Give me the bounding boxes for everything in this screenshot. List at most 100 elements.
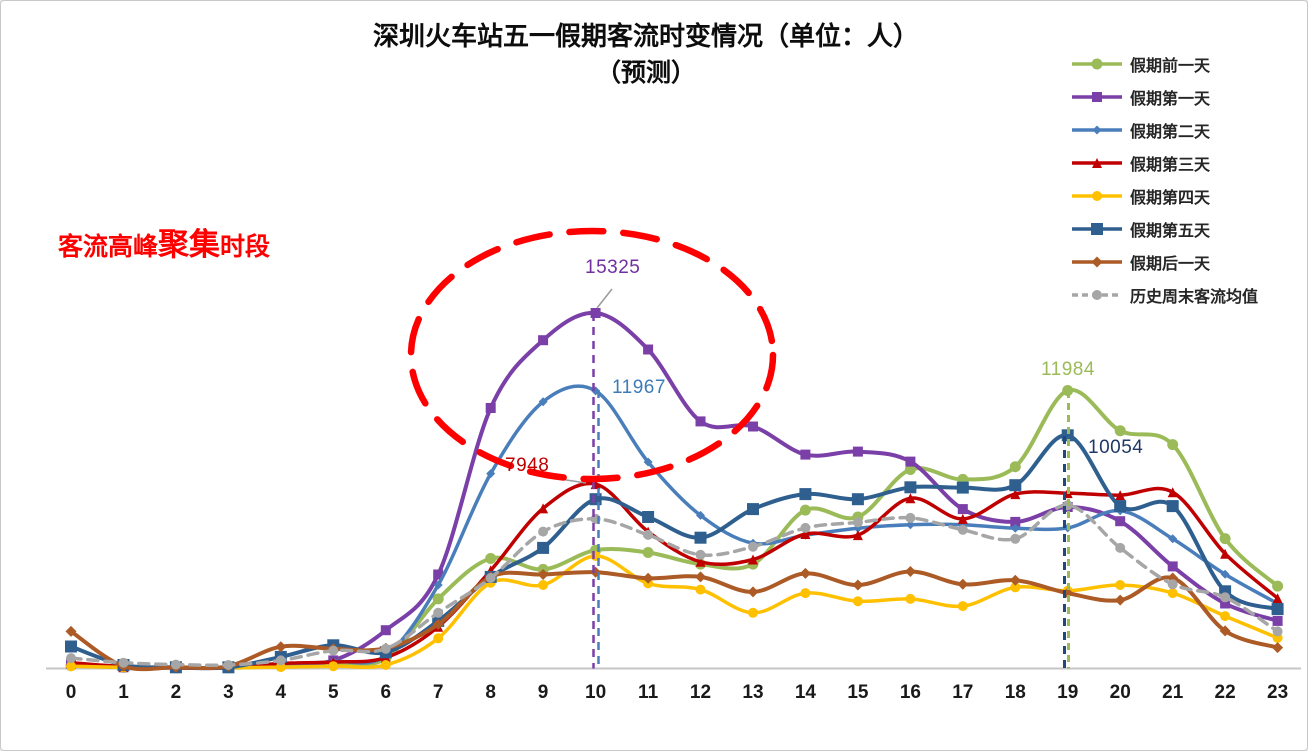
series-4-marker-h13	[748, 607, 758, 618]
data-label-15325: 15325	[585, 257, 641, 278]
series-6-marker-h18	[1009, 574, 1021, 586]
series-5-marker-h20	[1114, 500, 1127, 513]
x-tick-label-15: 15	[847, 682, 869, 703]
chart-title-line2: （预测）	[595, 59, 696, 87]
series-7-marker-h17	[957, 524, 968, 535]
series-line-2	[69, 384, 1280, 670]
series-6-marker-h16	[904, 566, 916, 577]
series-6-marker-h4	[275, 641, 287, 653]
legend-marker-0	[1091, 58, 1103, 69]
series-6-marker-h15	[852, 579, 864, 591]
legend-swatch-icon-0	[1072, 58, 1122, 69]
series-3-marker-h22	[1220, 548, 1231, 559]
legend-marker-3	[1092, 157, 1102, 168]
series-2-marker-h7	[433, 580, 443, 590]
series-7-marker-h7	[433, 607, 444, 618]
series-5-marker-h21	[1166, 500, 1179, 513]
x-tick-label-10: 10	[585, 682, 606, 703]
series-3-marker-h9	[538, 503, 549, 514]
series-5-marker-h18	[1009, 479, 1022, 492]
legend-swatch-icon-4	[1072, 190, 1122, 201]
x-tick-label-4: 4	[276, 682, 287, 703]
series-4-marker-h22	[1220, 611, 1231, 622]
series-7-marker-h12	[695, 549, 706, 560]
x-tick-label-22: 22	[1215, 682, 1236, 703]
series-4-marker-h6	[380, 660, 391, 670]
x-tick-label-17: 17	[952, 682, 973, 703]
series-5-marker-h13	[747, 503, 759, 516]
series-2-marker-h22	[1220, 569, 1230, 579]
legend-item-2: 假期第二天	[1071, 113, 1258, 146]
series-5-marker-h15	[851, 493, 864, 506]
series-1-marker-h8	[485, 403, 496, 413]
series-3-marker-h12	[695, 556, 706, 567]
x-tick-label-14: 14	[795, 682, 817, 703]
series-6-marker-h0	[65, 625, 77, 637]
series-5-marker-h14	[799, 488, 812, 501]
series-1-marker-h10	[590, 308, 601, 318]
series-1-marker-h17	[957, 504, 968, 515]
series-3-marker-h20	[1115, 490, 1126, 501]
x-tick-label-7: 7	[433, 682, 444, 703]
series-6-marker-h20	[1114, 594, 1126, 606]
series-2-marker-h9	[538, 397, 548, 407]
legend-marker-4	[1092, 190, 1102, 201]
series-6-marker-h22	[1219, 625, 1231, 637]
series-3-marker-h23	[1272, 593, 1283, 604]
series-0-marker-h18	[1009, 461, 1021, 473]
legend-label-3: 假期第三天	[1130, 156, 1211, 174]
series-5-marker-h11	[642, 511, 655, 523]
series-5-marker-h10	[589, 493, 602, 506]
series-0-marker-h23	[1272, 580, 1284, 592]
chart-title-line1: 深圳火车站五一假期客流时变情况（单位：人）	[372, 21, 919, 51]
series-2-marker-h16	[905, 520, 915, 530]
series-6-marker-h12	[695, 571, 706, 583]
series-6-marker-h7	[432, 618, 444, 630]
x-tick-label-3: 3	[223, 682, 234, 703]
series-5-marker-h16	[904, 481, 917, 494]
x-tick-label-1: 1	[118, 682, 129, 703]
series-0-marker-h11	[642, 547, 654, 558]
legend-label-6: 假期后一天	[1130, 255, 1211, 273]
series-1-marker-h22	[1220, 598, 1231, 609]
series-2-marker-h21	[1168, 534, 1178, 544]
series-7-marker-h22	[1220, 592, 1231, 603]
series-0-marker-h7	[432, 593, 444, 605]
legend-item-6: 假期后一天	[1071, 245, 1258, 278]
series-4-marker-h17	[957, 601, 968, 612]
legend-swatch-icon-6	[1072, 256, 1122, 267]
x-tick-label-12: 12	[690, 682, 711, 703]
series-1-marker-h14	[800, 449, 811, 460]
x-tick-label-5: 5	[328, 682, 339, 703]
series-7-marker-h8	[485, 573, 496, 583]
series-4-marker-h18	[1010, 582, 1021, 593]
series-7-marker-h9	[538, 526, 549, 537]
series-0-marker-h14	[799, 504, 811, 516]
series-1-marker-h18	[1010, 516, 1021, 527]
series-2-marker-h11	[643, 457, 653, 467]
peak-note-prefix: 客流高峰	[58, 233, 159, 261]
series-1-marker-h12	[695, 416, 706, 427]
legend-label-5: 假期第五天	[1130, 222, 1211, 240]
x-tick-label-2: 2	[171, 682, 182, 703]
label-leader-line-0	[596, 288, 613, 309]
series-4-marker-h7	[433, 633, 444, 644]
legend-item-5: 假期第五天	[1071, 212, 1258, 245]
series-7-marker-h18	[1010, 533, 1021, 544]
x-tick-label-20: 20	[1110, 682, 1131, 703]
legend-label-1: 假期第一天	[1130, 90, 1211, 108]
series-5-marker-h0	[65, 640, 77, 653]
x-tick-label-23: 23	[1267, 682, 1288, 703]
chart-legend: 假期前一天 假期第一天 假期第二天 假期第三天 假期第四天 假期第五天 假期后一天 历史周末客…	[1071, 47, 1258, 311]
series-3-marker-h17	[957, 513, 968, 524]
x-tick-label-6: 6	[381, 682, 392, 703]
series-4-marker-h9	[538, 580, 549, 590]
legend-marker-5	[1091, 222, 1103, 235]
series-3-marker-h15	[852, 530, 863, 541]
series-7-marker-h16	[905, 512, 916, 523]
series-6-marker-h13	[747, 586, 759, 598]
series-7-marker-h20	[1115, 542, 1126, 553]
series-1-marker-h21	[1167, 561, 1178, 572]
legend-marker-7	[1092, 289, 1102, 300]
series-0-marker-h8	[485, 553, 497, 564]
